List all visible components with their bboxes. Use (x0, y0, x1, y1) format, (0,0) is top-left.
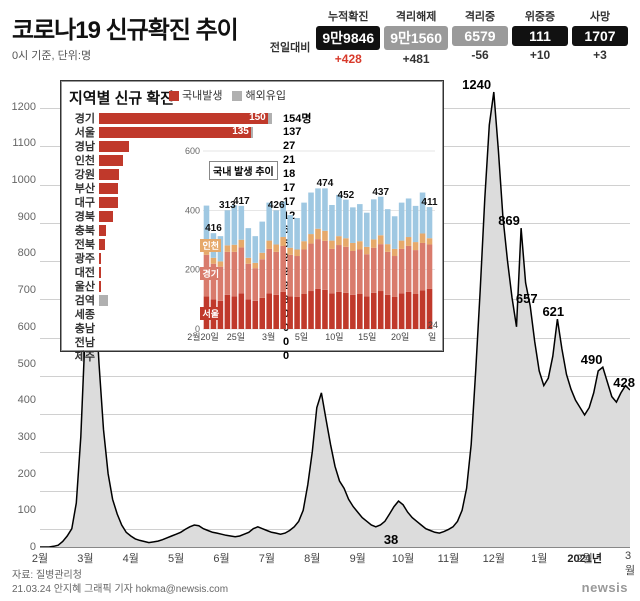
mini-top-label: 426 (268, 200, 285, 211)
svg-text:200: 200 (185, 265, 200, 275)
peak-label: 490 (581, 352, 603, 367)
stat-label: 격리해제 (396, 8, 436, 24)
x-tick: 10월 (392, 550, 414, 566)
mini-top-label: 417 (233, 196, 250, 207)
mini-x-label: 25일 (227, 330, 245, 343)
mini-x-label: 15일 (358, 330, 376, 343)
x-tick: 4월 (123, 550, 139, 566)
mini-top-label: 411 (421, 197, 437, 208)
svg-text:400: 400 (185, 205, 200, 215)
peak-label: 621 (542, 304, 564, 319)
mini-x-label: 10일 (325, 330, 343, 343)
peak-label: 1240 (462, 77, 491, 92)
stat-col: 격리중 6579 -56 (452, 8, 508, 66)
mini-top-label: 452 (338, 190, 355, 201)
y-tick: 1000 (12, 174, 36, 186)
mini-x-label: 5일 (295, 330, 308, 343)
y-tick: 900 (18, 211, 36, 223)
x-tick: 2월 (32, 550, 48, 566)
x-tick: 6월 (213, 550, 229, 566)
y-axis: 0100200300400500600700800900100011001200 (0, 70, 40, 547)
mini-x-label: 3월 (262, 330, 275, 343)
peak-label: 869 (498, 213, 520, 228)
stat-label: 격리중 (465, 8, 495, 24)
x-tick: 3월 (77, 550, 93, 566)
stat-delta: +481 (403, 52, 430, 66)
x-tick: 9월 (350, 550, 366, 566)
mini-side-label: 서울 (200, 307, 221, 320)
footer-source: 자료: 질병관리청 (12, 566, 82, 581)
y-tick: 1100 (12, 137, 36, 149)
svg-text:600: 600 (185, 146, 200, 156)
region-row: 서울135137 (67, 125, 437, 139)
y-tick: 200 (18, 468, 36, 480)
stat-col: 격리해제 9만1560 +481 (384, 8, 448, 66)
stat-value: 111 (512, 26, 568, 46)
stat-value: 9만9846 (316, 26, 380, 50)
y-tick: 500 (18, 358, 36, 370)
x-tick: 1월 (531, 550, 547, 566)
peak-label: 428 (613, 375, 635, 390)
mini-x-label: 2월20일 (187, 330, 219, 343)
y-tick: 600 (18, 321, 36, 333)
stat-delta: +428 (335, 52, 362, 66)
mini-x-label: 24일 (428, 320, 438, 343)
mini-chart-title: 국내 발생 추이 (209, 161, 278, 180)
region-row: 경기150154명 (67, 111, 437, 125)
stat-delta: +10 (530, 48, 550, 62)
stat-label: 위중증 (525, 8, 555, 24)
y-tick: 300 (18, 431, 36, 443)
x-tick: 12월 (483, 550, 505, 566)
x-tick: 7월 (259, 550, 275, 566)
x-tick: 8월 (304, 550, 320, 566)
delta-label: 전일대비 (270, 39, 310, 55)
stat-delta: +3 (593, 48, 607, 62)
y-tick: 400 (18, 394, 36, 406)
stat-value: 9만1560 (384, 26, 448, 50)
mini-x-label: 20일 (391, 330, 409, 343)
x-tick: 2월 (576, 550, 592, 566)
x-tick: 11월 (438, 550, 460, 566)
peak-label: 657 (516, 291, 538, 306)
y-tick: 100 (18, 504, 36, 516)
footer-credit: 21.03.24 안지혜 그래픽 기자 hokma@newsis.com (12, 580, 228, 595)
stat-col: 사망 1707 +3 (572, 8, 628, 66)
legend-item: 해외유입 (232, 87, 285, 103)
mini-top-label: 416 (205, 223, 222, 234)
inset-legend: 국내발생 해외유입 (169, 87, 286, 103)
x-axis: 2021년 2월3월4월5월6월7월8월9월10월11월12월1월2월3월 (40, 547, 630, 567)
mini-side-label: 인천 (200, 239, 221, 252)
stat-label: 누적확진 (328, 8, 368, 24)
x-tick: 3월 (625, 550, 635, 578)
y-tick: 800 (18, 247, 36, 259)
y-tick: 1200 (12, 101, 36, 113)
peak-label: 38 (384, 532, 398, 547)
stat-delta: -56 (471, 48, 488, 62)
stat-value: 6579 (452, 26, 508, 46)
stat-col: 위중증 111 +10 (512, 8, 568, 66)
stat-value: 1707 (572, 26, 628, 46)
mini-chart: 국내 발생 추이 0200400600 41631341742647445243… (181, 143, 437, 343)
stats-row: 전일대비 누적확진 9만9846 +428 격리해제 9만1560 +481 격리중 6579… (270, 8, 628, 66)
mini-top-label: 437 (372, 187, 389, 198)
stat-label: 사망 (590, 8, 610, 24)
x-tick: 5월 (168, 550, 184, 566)
region-row: 제주0 (67, 349, 437, 363)
y-tick: 700 (18, 284, 36, 296)
legend-item: 국내발생 (169, 87, 222, 103)
mini-side-label: 경기 (200, 267, 221, 280)
watermark: newsis (582, 580, 628, 595)
inset-panel: 지역별 신규 확진 국내발생해외유입 경기150154명서울135137경남27… (60, 80, 444, 352)
mini-top-label: 474 (317, 178, 334, 189)
stat-col: 누적확진 9만9846 +428 (316, 8, 380, 66)
